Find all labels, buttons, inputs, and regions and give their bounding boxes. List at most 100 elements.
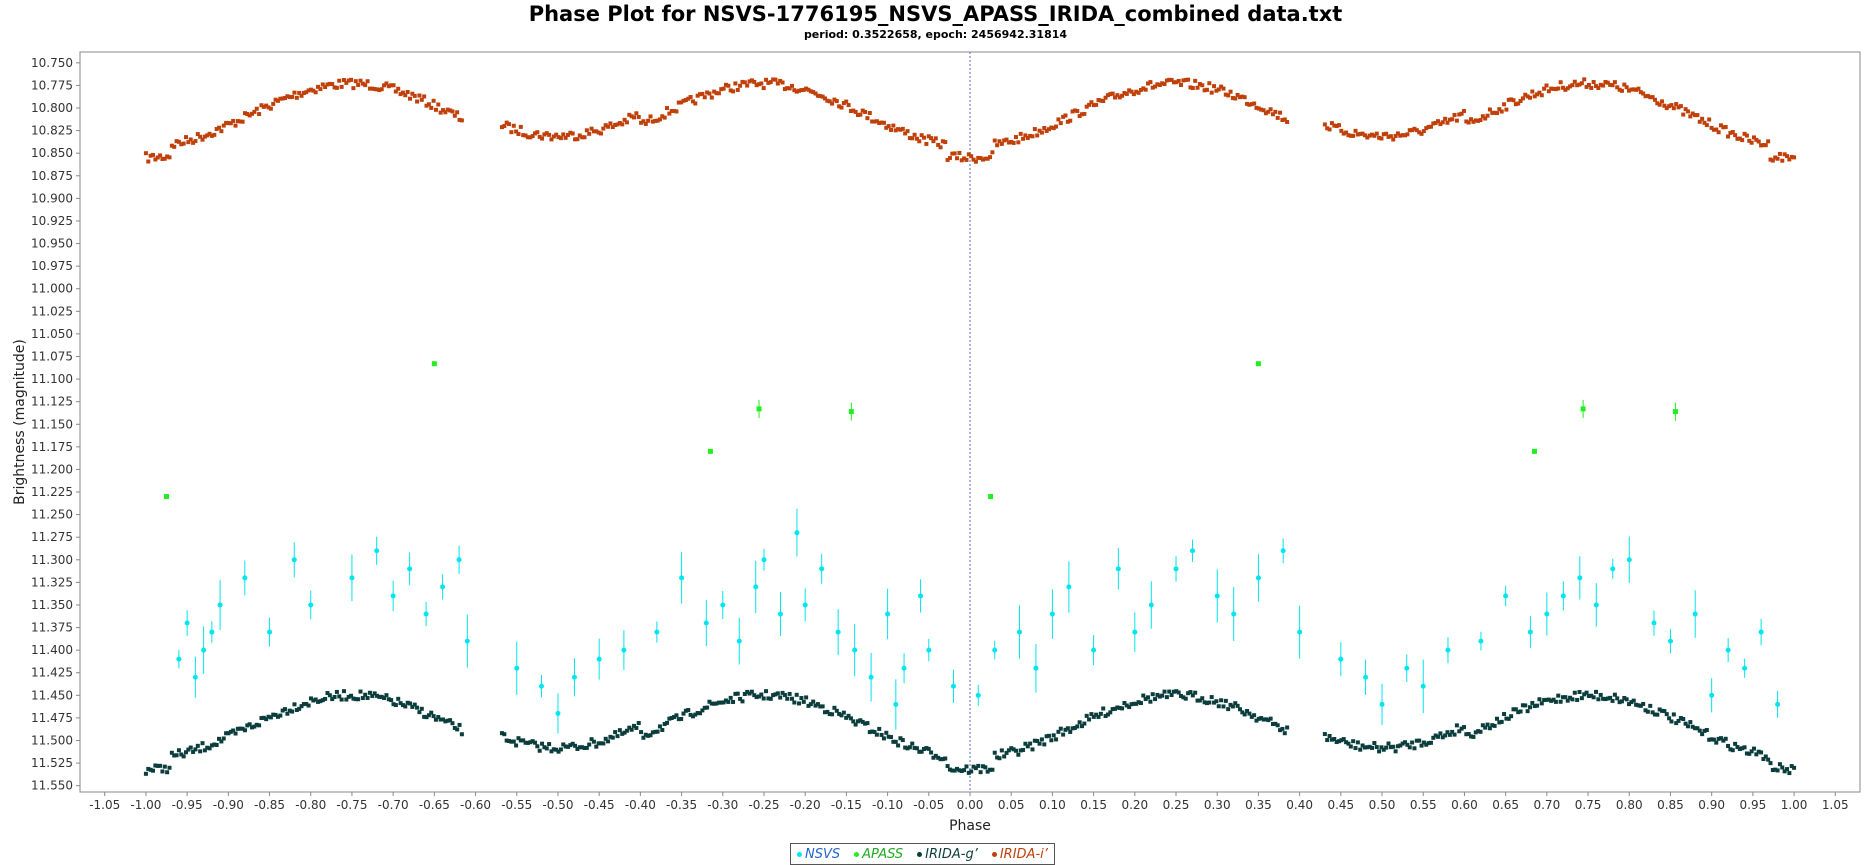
- data-point: [290, 709, 295, 714]
- data-point: [1667, 716, 1672, 721]
- data-point: [1473, 118, 1478, 123]
- data-point: [1494, 716, 1499, 721]
- data-point: [1464, 732, 1469, 737]
- data-point: [1263, 111, 1268, 116]
- data-point: [1702, 728, 1707, 733]
- data-point: [1499, 719, 1504, 724]
- data-point: [1117, 705, 1122, 710]
- data-point: [448, 718, 453, 723]
- data-point: [1520, 96, 1525, 101]
- data-point: [1622, 696, 1627, 701]
- data-point: [1410, 740, 1415, 745]
- data-point: [1445, 120, 1450, 125]
- data-point: [1363, 674, 1369, 680]
- data-point: [1605, 80, 1610, 85]
- data-point: [1270, 721, 1275, 726]
- data-point: [957, 768, 962, 773]
- data-point: [341, 689, 346, 694]
- data-point: [1596, 697, 1601, 702]
- data-point: [1009, 746, 1014, 751]
- data-point: [962, 768, 967, 773]
- data-point: [1747, 751, 1752, 756]
- data-point: [318, 87, 323, 92]
- data-point: [1018, 131, 1023, 136]
- data-point: [233, 123, 238, 128]
- data-point: [822, 710, 827, 715]
- data-point: [1190, 85, 1195, 90]
- data-point: [1388, 745, 1393, 750]
- data-point: [1685, 109, 1690, 114]
- data-point: [1664, 106, 1669, 111]
- data-point: [1756, 749, 1761, 754]
- x-tick-label: -1.05: [89, 798, 120, 812]
- data-point: [415, 705, 420, 710]
- data-point: [951, 683, 957, 689]
- data-point: [1773, 155, 1778, 160]
- data-point: [603, 123, 608, 128]
- data-point: [1461, 725, 1466, 730]
- data-point: [1186, 691, 1191, 696]
- data-point: [1009, 139, 1014, 144]
- data-point: [1735, 136, 1740, 141]
- data-point: [259, 103, 264, 108]
- data-point: [971, 157, 976, 162]
- data-point: [384, 81, 389, 86]
- data-point: [806, 87, 811, 92]
- data-point: [1129, 89, 1134, 94]
- data-point: [575, 137, 580, 142]
- data-point: [436, 715, 441, 720]
- data-point: [1233, 96, 1238, 101]
- data-point: [1652, 97, 1657, 102]
- data-point: [860, 719, 865, 724]
- data-point: [323, 85, 328, 90]
- data-point: [1716, 130, 1721, 135]
- data-point: [537, 134, 542, 139]
- data-point: [1148, 699, 1153, 704]
- legend-item-irida-i: IRIDA-i’: [991, 847, 1048, 862]
- data-point: [257, 723, 262, 728]
- data-point: [973, 766, 978, 771]
- data-point: [650, 730, 655, 735]
- data-point: [764, 77, 769, 82]
- data-point: [736, 638, 742, 644]
- data-point: [806, 703, 811, 708]
- data-point: [1282, 117, 1287, 122]
- data-point: [839, 713, 844, 718]
- data-point: [1054, 124, 1059, 129]
- data-point: [344, 697, 349, 702]
- data-point: [621, 647, 627, 653]
- data-point: [1608, 695, 1613, 700]
- data-point: [1278, 110, 1283, 115]
- data-point: [573, 137, 578, 142]
- x-tick-label: 0.95: [1740, 798, 1767, 812]
- data-point: [1660, 99, 1665, 104]
- data-point: [1414, 738, 1419, 743]
- data-point: [1419, 743, 1424, 748]
- data-point: [1245, 101, 1250, 106]
- data-point: [1565, 86, 1570, 91]
- data-point: [1490, 723, 1495, 728]
- data-point: [733, 81, 738, 86]
- data-point: [1355, 132, 1360, 137]
- data-point: [1478, 729, 1483, 734]
- data-point: [349, 77, 354, 82]
- data-point: [624, 728, 629, 733]
- data-point: [1436, 119, 1441, 124]
- data-point: [1021, 136, 1026, 141]
- data-point: [1751, 135, 1756, 140]
- data-point: [1021, 747, 1026, 752]
- data-point: [405, 700, 410, 705]
- data-point: [825, 709, 830, 714]
- data-point: [657, 724, 662, 729]
- data-point: [1200, 83, 1205, 88]
- data-point: [889, 735, 894, 740]
- data-point: [726, 699, 731, 704]
- data-point: [148, 767, 153, 772]
- data-point: [179, 752, 184, 757]
- data-point: [313, 90, 318, 95]
- legend-marker-irida-g: [917, 851, 923, 857]
- data-point: [377, 694, 382, 699]
- data-point: [306, 703, 311, 708]
- data-point: [1278, 728, 1283, 733]
- data-point: [945, 157, 950, 162]
